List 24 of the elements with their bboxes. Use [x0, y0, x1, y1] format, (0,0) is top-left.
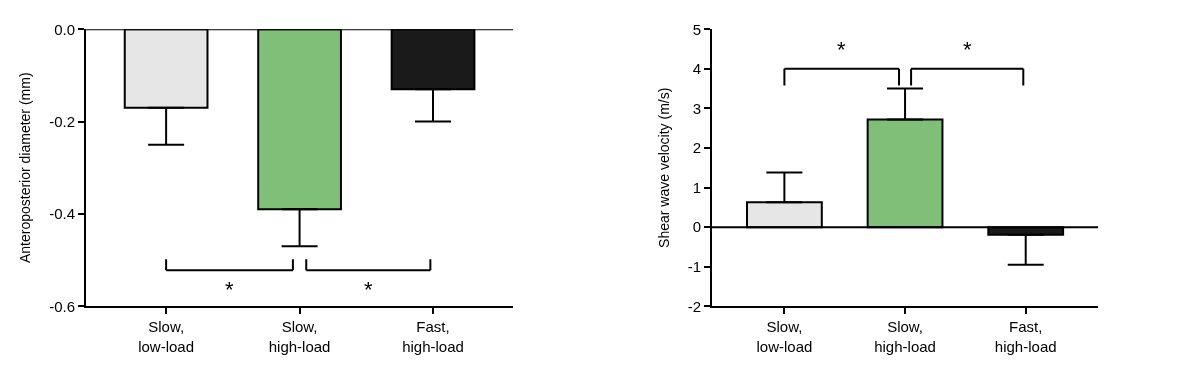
annotation: * — [837, 37, 846, 62]
y-axis-title: Shear wave velocity (m/s) — [655, 87, 672, 248]
y-tick-label: -0.2 — [49, 112, 76, 130]
y-tick-label: -2 — [687, 297, 701, 315]
y-tick-label: 3 — [692, 99, 701, 117]
x-tick-label: Slow, high-load — [268, 318, 331, 355]
y-tick-label: -1 — [687, 257, 701, 275]
y-tick-label: 1 — [692, 178, 701, 196]
annotation: * — [364, 277, 373, 302]
x-tick-label: Slow, low-load — [756, 318, 813, 355]
x-tick-label: Slow, low-load — [138, 318, 195, 355]
y-tick-label: 0 — [692, 218, 701, 236]
y-tick-label: 2 — [692, 139, 701, 157]
x-tick-label: Fast, high-load — [402, 318, 464, 355]
y-tick-label: 0.0 — [54, 20, 76, 38]
y-tick-label: 5 — [692, 20, 701, 38]
y-tick-label: -0.6 — [49, 297, 76, 315]
y-tick-label: 4 — [692, 60, 701, 78]
annotation: * — [963, 37, 972, 62]
x-tick-label: Slow, high-load — [874, 318, 936, 355]
y-tick-label: -0.4 — [49, 205, 76, 223]
annotation: * — [225, 277, 234, 302]
y-axis-title: Anteroposterior diameter (mm) — [17, 72, 34, 264]
x-tick-label: Fast, high-load — [994, 318, 1057, 355]
